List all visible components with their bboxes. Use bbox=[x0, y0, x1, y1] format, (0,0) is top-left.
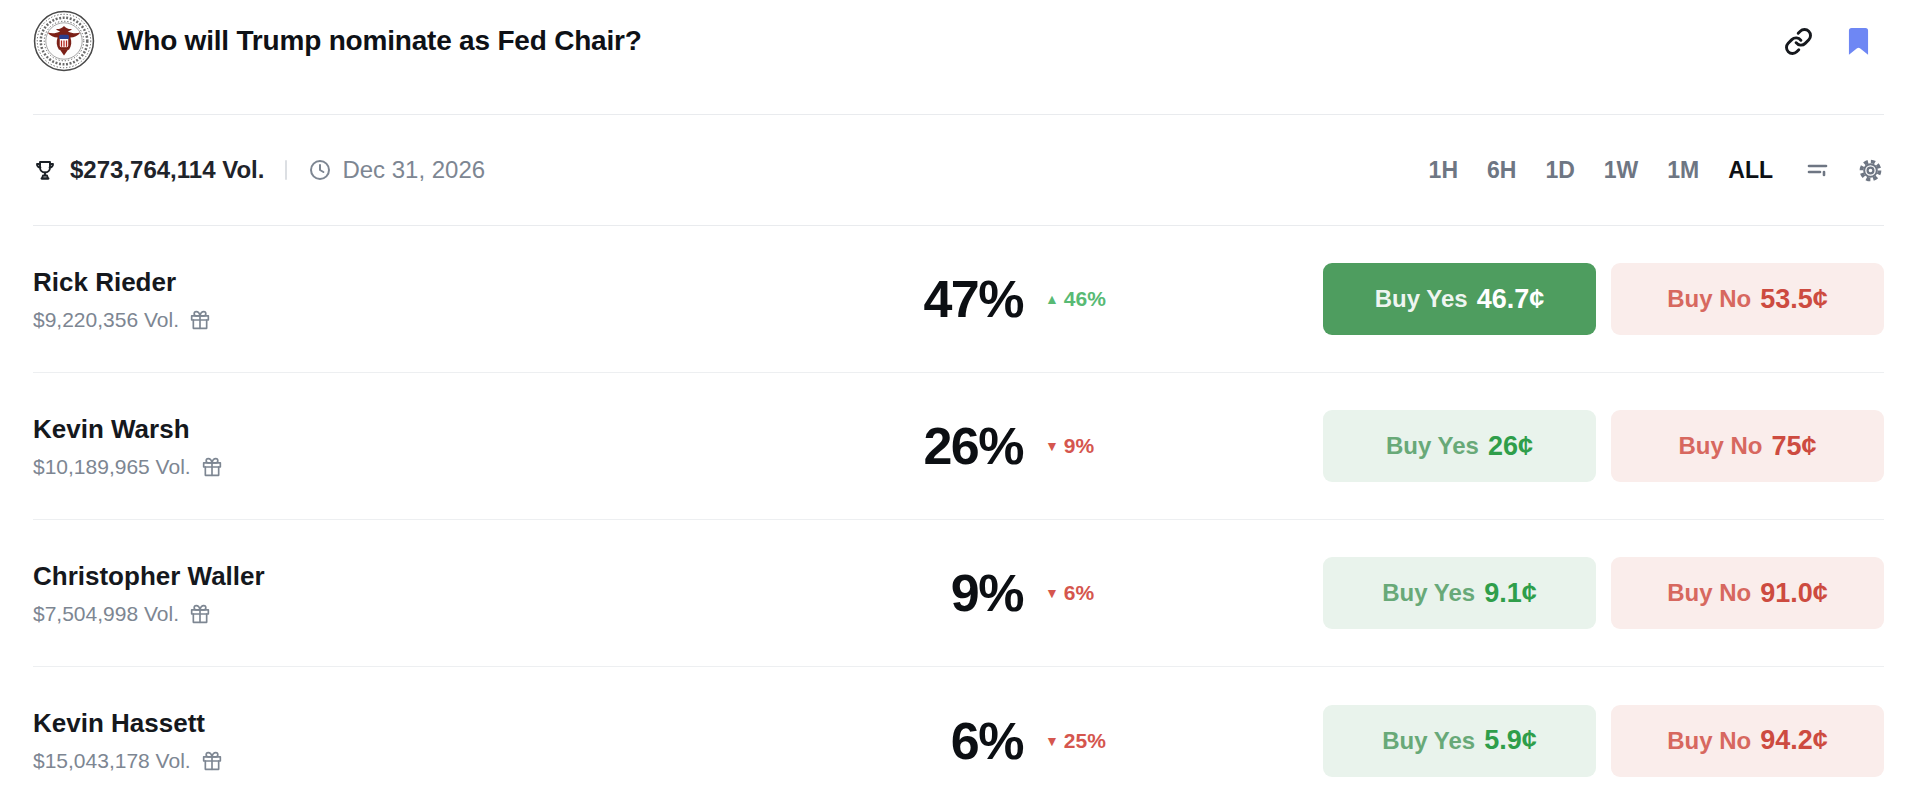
buy-yes-price: 5.9¢ bbox=[1484, 725, 1537, 756]
outcome-volume: $10,189,965 Vol. bbox=[33, 455, 191, 479]
gift-icon[interactable] bbox=[202, 751, 222, 771]
fed-seal-logo bbox=[33, 10, 95, 72]
change-percent: 6% bbox=[1064, 581, 1094, 605]
gift-icon[interactable] bbox=[190, 604, 210, 624]
outcome-row: Kevin Hassett $15,043,178 Vol. 6% ▼ 25% … bbox=[33, 667, 1884, 808]
change-indicator: ▼ 9% bbox=[1023, 434, 1135, 458]
change-percent: 46% bbox=[1064, 287, 1106, 311]
settings-button[interactable] bbox=[1857, 157, 1884, 184]
market-toolbar: $273,764,114 Vol. Dec 31, 2026 1H6H1D1W1… bbox=[33, 115, 1884, 225]
buy-no-price: 94.2¢ bbox=[1760, 725, 1828, 756]
clock-icon bbox=[308, 158, 332, 182]
timeframe-1h[interactable]: 1H bbox=[1429, 157, 1458, 184]
change-indicator: ▼ 25% bbox=[1023, 729, 1135, 753]
buy-yes-button[interactable]: Buy Yes 9.1¢ bbox=[1323, 557, 1596, 629]
gift-icon[interactable] bbox=[190, 310, 210, 330]
buy-no-label: Buy No bbox=[1667, 727, 1751, 755]
change-arrow-icon: ▼ bbox=[1045, 734, 1059, 748]
gear-icon bbox=[1857, 157, 1884, 184]
buy-yes-price: 9.1¢ bbox=[1484, 578, 1537, 609]
outcome-list: Rick Rieder $9,220,356 Vol. 47% ▲ 46% Bu… bbox=[33, 226, 1884, 808]
timeframe-1d[interactable]: 1D bbox=[1545, 157, 1574, 184]
buy-no-label: Buy No bbox=[1678, 432, 1762, 460]
buy-no-price: 75¢ bbox=[1771, 431, 1816, 462]
buy-yes-price: 26¢ bbox=[1488, 431, 1533, 462]
timeframe-selector: 1H 6H 1D 1W 1M ALL bbox=[1429, 157, 1773, 184]
total-volume: $273,764,114 Vol. bbox=[70, 156, 264, 184]
page-title: Who will Trump nominate as Fed Chair? bbox=[117, 25, 642, 57]
copy-link-button[interactable] bbox=[1784, 27, 1813, 56]
buy-yes-price: 46.7¢ bbox=[1477, 284, 1545, 315]
chance-percent: 9% bbox=[853, 563, 1023, 623]
timeframe-6h[interactable]: 6H bbox=[1487, 157, 1516, 184]
timeframe-all[interactable]: ALL bbox=[1728, 157, 1773, 184]
timeframe-1m[interactable]: 1M bbox=[1667, 157, 1699, 184]
buy-no-button[interactable]: Buy No 53.5¢ bbox=[1611, 263, 1884, 335]
change-arrow-icon: ▼ bbox=[1045, 439, 1059, 453]
outcome-name[interactable]: Kevin Warsh bbox=[33, 414, 190, 445]
sort-icon bbox=[1805, 158, 1831, 182]
buy-yes-label: Buy Yes bbox=[1375, 285, 1468, 313]
bookmark-icon bbox=[1845, 26, 1872, 57]
buy-yes-button[interactable]: Buy Yes 5.9¢ bbox=[1323, 705, 1596, 777]
chance-percent: 6% bbox=[853, 711, 1023, 771]
buy-no-label: Buy No bbox=[1667, 579, 1751, 607]
chance-percent: 26% bbox=[853, 416, 1023, 476]
buy-no-price: 53.5¢ bbox=[1760, 284, 1828, 315]
change-percent: 25% bbox=[1064, 729, 1106, 753]
chance-percent: 47% bbox=[853, 269, 1023, 329]
outcome-volume: $9,220,356 Vol. bbox=[33, 308, 179, 332]
buy-yes-label: Buy Yes bbox=[1382, 579, 1475, 607]
change-arrow-icon: ▼ bbox=[1045, 586, 1059, 600]
outcome-row: Rick Rieder $9,220,356 Vol. 47% ▲ 46% Bu… bbox=[33, 226, 1884, 373]
outcome-name[interactable]: Kevin Hassett bbox=[33, 708, 205, 739]
market-header: Who will Trump nominate as Fed Chair? bbox=[33, 0, 1884, 114]
end-date: Dec 31, 2026 bbox=[342, 156, 485, 184]
buy-no-label: Buy No bbox=[1667, 285, 1751, 313]
outcome-volume: $15,043,178 Vol. bbox=[33, 749, 191, 773]
outcome-name[interactable]: Rick Rieder bbox=[33, 267, 176, 298]
link-icon bbox=[1784, 27, 1813, 56]
change-indicator: ▼ 6% bbox=[1023, 581, 1135, 605]
gift-icon[interactable] bbox=[202, 457, 222, 477]
outcome-volume: $7,504,998 Vol. bbox=[33, 602, 179, 626]
timeframe-1w[interactable]: 1W bbox=[1604, 157, 1639, 184]
change-percent: 9% bbox=[1064, 434, 1094, 458]
bookmark-button[interactable] bbox=[1845, 26, 1872, 57]
stats-divider bbox=[285, 160, 287, 180]
outcome-row: Christopher Waller $7,504,998 Vol. 9% ▼ … bbox=[33, 520, 1884, 667]
buy-no-price: 91.0¢ bbox=[1760, 578, 1828, 609]
change-arrow-icon: ▲ bbox=[1045, 292, 1059, 306]
change-indicator: ▲ 46% bbox=[1023, 287, 1135, 311]
outcome-name[interactable]: Christopher Waller bbox=[33, 561, 265, 592]
buy-yes-button[interactable]: Buy Yes 46.7¢ bbox=[1323, 263, 1596, 335]
buy-no-button[interactable]: Buy No 75¢ bbox=[1611, 410, 1884, 482]
outcome-row: Kevin Warsh $10,189,965 Vol. 26% ▼ 9% Bu… bbox=[33, 373, 1884, 520]
buy-no-button[interactable]: Buy No 91.0¢ bbox=[1611, 557, 1884, 629]
buy-yes-label: Buy Yes bbox=[1382, 727, 1475, 755]
buy-yes-button[interactable]: Buy Yes 26¢ bbox=[1323, 410, 1596, 482]
trophy-icon bbox=[33, 158, 57, 182]
buy-yes-label: Buy Yes bbox=[1386, 432, 1479, 460]
buy-no-button[interactable]: Buy No 94.2¢ bbox=[1611, 705, 1884, 777]
sort-button[interactable] bbox=[1805, 158, 1831, 182]
